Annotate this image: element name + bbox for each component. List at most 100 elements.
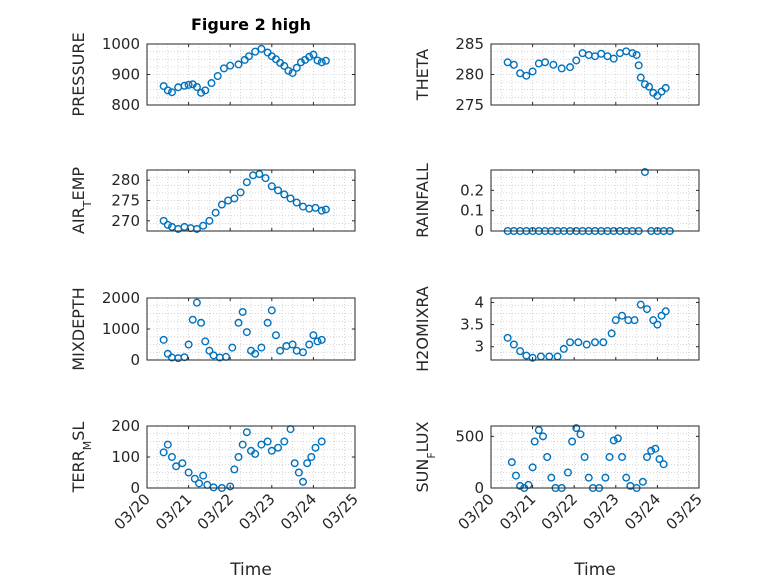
data-point (238, 307, 247, 316)
data-point (261, 174, 270, 183)
y-axis-label: AIRTEMP (69, 167, 94, 234)
data-point (290, 459, 299, 468)
subplot-6: 3 3.5 4 H2OMIXRA (413, 286, 700, 372)
data-point (580, 453, 589, 462)
data-point (609, 436, 618, 445)
data-point (311, 443, 320, 452)
data-point (605, 453, 614, 462)
data-point (299, 348, 308, 357)
data-point (584, 473, 593, 482)
data-point (303, 459, 312, 468)
data-point (192, 83, 201, 92)
grid (490, 169, 700, 232)
data-point (234, 453, 243, 462)
data-point (292, 63, 301, 72)
y-tick-label: 3.5 (460, 316, 484, 334)
data-point (539, 432, 548, 441)
data-point (509, 60, 518, 69)
y-tick-label: 0 (474, 479, 484, 497)
x-tick-label: 03/23 (579, 490, 622, 533)
axes-box (490, 297, 700, 361)
y-tick-label: 0.1 (460, 202, 484, 220)
data-point (192, 224, 201, 233)
data-point (591, 338, 600, 347)
y-tick-label: 270 (111, 212, 140, 230)
data-point (242, 428, 251, 437)
y-tick-label: 100 (111, 448, 140, 466)
data-point (159, 216, 168, 225)
data-point (661, 307, 670, 316)
data-point (311, 203, 320, 212)
data-point (242, 178, 251, 187)
data-point (284, 66, 293, 75)
data-point (180, 353, 189, 362)
data-point (255, 170, 264, 179)
data-point (280, 190, 289, 199)
y-tick-label: 0 (474, 222, 484, 240)
data-point (509, 340, 518, 349)
data-point (274, 186, 283, 195)
data-point (305, 52, 314, 61)
data-point (184, 468, 193, 477)
data-point (574, 338, 583, 347)
data-point (559, 344, 568, 353)
y-tick-label: 200 (111, 417, 140, 435)
data-point (172, 462, 181, 471)
y-tick-label: 1000 (102, 320, 140, 338)
data-point (201, 337, 210, 346)
data-point (568, 437, 577, 446)
data-point (251, 47, 260, 56)
subplot-2: 275 280 285 THETA (413, 35, 700, 114)
data-point (313, 337, 322, 346)
data-point (653, 91, 662, 100)
data-point (288, 340, 297, 349)
data-point (640, 168, 649, 177)
data-point (516, 481, 525, 490)
x-axis-label-left: Time (229, 560, 272, 580)
axes-box (490, 425, 700, 489)
data-point (211, 208, 220, 217)
y-axis-label: MIXDEPTH (69, 287, 88, 370)
axes-box (490, 169, 700, 232)
data-point (238, 440, 247, 449)
data-point (299, 477, 308, 486)
y-tick-label: 900 (111, 66, 140, 84)
data-point (219, 64, 228, 73)
data-point (566, 338, 575, 347)
data-point (659, 460, 668, 469)
data-point (159, 335, 168, 344)
data-point (180, 81, 189, 90)
data-point (516, 347, 525, 356)
data-point (307, 453, 316, 462)
x-tick-label: 03/24 (621, 490, 664, 533)
data-point (557, 64, 566, 73)
data-point (178, 459, 187, 468)
data-point (638, 477, 647, 486)
y-tick-label: 285 (455, 35, 484, 53)
y-tick-label: 3 (474, 338, 484, 356)
data-point (530, 437, 539, 446)
data-point (622, 473, 631, 482)
data-point (563, 468, 572, 477)
data-point (267, 182, 276, 191)
y-tick-label: 800 (111, 96, 140, 114)
data-point (234, 318, 243, 327)
data-point (199, 471, 208, 480)
data-point (647, 446, 656, 455)
grid (490, 297, 700, 361)
data-point (228, 343, 237, 352)
data-point (286, 194, 295, 203)
data-point (549, 60, 558, 69)
y-tick-label: 280 (111, 171, 140, 189)
data-point (207, 79, 216, 88)
data-point (263, 437, 272, 446)
data-point (163, 220, 172, 229)
data-point (226, 61, 235, 70)
subplot-8: 03/2003/2103/2203/2303/2403/250500SUNFLU… (413, 421, 706, 533)
y-tick-label: 275 (455, 96, 484, 114)
subplot-7: 03/2003/2103/2203/2303/2403/250100200TER… (69, 417, 362, 533)
y-tick-label: 275 (111, 192, 140, 210)
data-point (288, 68, 297, 77)
data-series (159, 44, 330, 97)
y-tick-label: 0.2 (460, 181, 484, 199)
